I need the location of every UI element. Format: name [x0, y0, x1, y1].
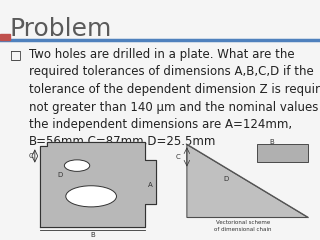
- Text: B: B: [90, 232, 95, 238]
- Bar: [257, 144, 308, 162]
- Text: Vectorional scheme
of dimensional chain: Vectorional scheme of dimensional chain: [214, 221, 272, 232]
- Text: C: C: [176, 154, 181, 160]
- Text: Problem: Problem: [10, 17, 112, 41]
- Bar: [0, 34, 10, 40]
- Text: B: B: [269, 138, 274, 144]
- Text: C: C: [28, 153, 33, 159]
- Text: D: D: [57, 172, 63, 178]
- Text: A: A: [148, 182, 152, 188]
- Text: □: □: [10, 48, 21, 61]
- Text: D: D: [223, 176, 229, 182]
- Ellipse shape: [66, 186, 116, 207]
- Polygon shape: [40, 142, 156, 227]
- Ellipse shape: [64, 160, 90, 171]
- Text: Two holes are drilled in a plate. What are the
required tolerances of dimensions: Two holes are drilled in a plate. What a…: [29, 48, 320, 149]
- Polygon shape: [187, 144, 308, 217]
